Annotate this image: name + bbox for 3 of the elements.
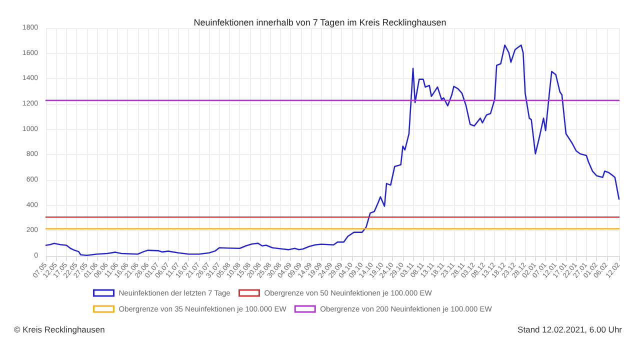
- chart-title: Neuinfektionen innerhalb von 7 Tagen im Kreis Recklinghausen: [194, 18, 446, 28]
- text: Stand 12.02.2021, 6.00 Uhr: [518, 324, 622, 334]
- text: © Kreis Recklinghausen: [14, 324, 106, 334]
